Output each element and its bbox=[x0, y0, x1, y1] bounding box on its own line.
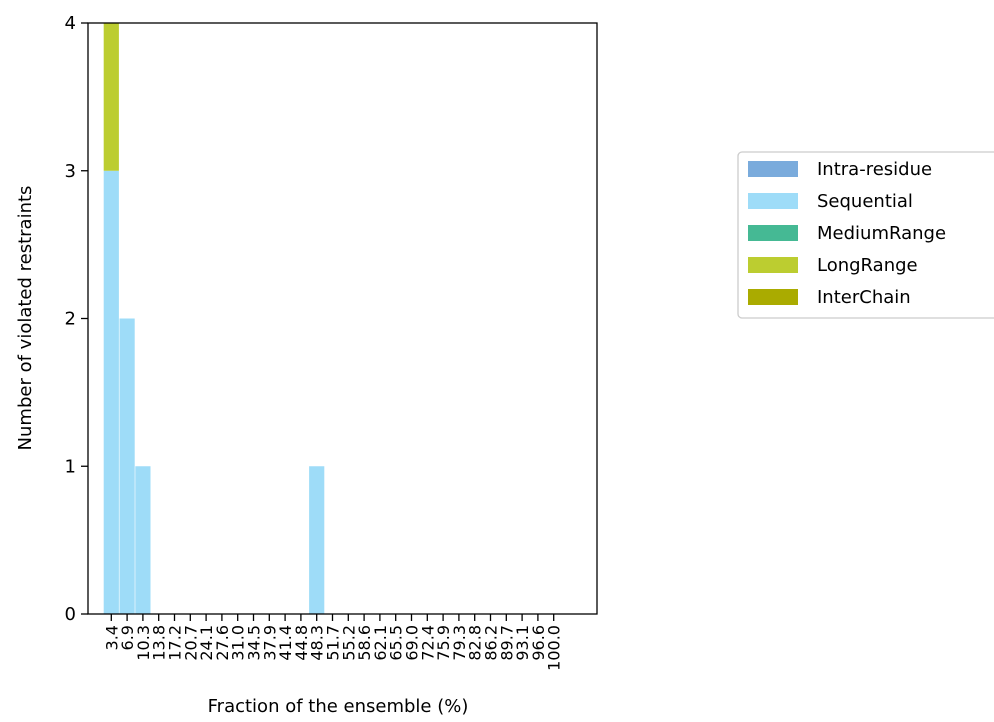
x-tick-label: 34.5 bbox=[245, 625, 264, 661]
x-tick-label: 6.9 bbox=[118, 625, 137, 650]
legend: Intra-residue Sequential MediumRange LongRa… bbox=[737, 151, 994, 319]
x-tick-label: 82.8 bbox=[466, 625, 485, 661]
x-tick-label: 65.5 bbox=[387, 625, 406, 661]
y-tick-label: 1 bbox=[65, 456, 76, 477]
x-tick-label: 51.7 bbox=[324, 625, 343, 661]
legend-frame bbox=[737, 151, 994, 319]
x-tick-label: 20.7 bbox=[181, 625, 200, 661]
x-tick-label: 44.8 bbox=[292, 625, 311, 661]
bar-3.4-s3 bbox=[103, 23, 119, 171]
plot-frame bbox=[87, 22, 598, 615]
legend-swatch bbox=[748, 193, 798, 209]
x-tick-label: 96.6 bbox=[529, 625, 548, 661]
x-tick-label: 86.2 bbox=[482, 625, 501, 661]
x-axis-ticks: 3.46.910.313.817.220.724.127.631.034.537… bbox=[102, 614, 564, 671]
legend-label: InterChain bbox=[817, 287, 911, 308]
bar-10.3-s1 bbox=[135, 466, 151, 614]
legend-label: LongRange bbox=[817, 255, 918, 276]
x-tick-label: 37.9 bbox=[260, 625, 279, 661]
x-tick-label: 10.3 bbox=[134, 625, 153, 661]
legend-swatch bbox=[748, 161, 798, 177]
x-tick-label: 55.2 bbox=[339, 625, 358, 661]
y-tick-label: 0 bbox=[65, 604, 76, 625]
bar-3.4-s1 bbox=[103, 170, 119, 614]
x-tick-label: 75.9 bbox=[434, 625, 453, 661]
legend-label: MediumRange bbox=[817, 223, 946, 244]
y-tick-label: 4 bbox=[65, 13, 76, 34]
bar-6.9-s1 bbox=[119, 318, 135, 614]
x-tick-label: 89.7 bbox=[497, 625, 516, 661]
x-tick-label: 58.6 bbox=[355, 625, 374, 661]
x-tick-label: 62.1 bbox=[371, 625, 390, 661]
bar-48.3-s1 bbox=[309, 466, 325, 614]
x-tick-label: 72.4 bbox=[418, 625, 437, 661]
x-tick-label: 79.3 bbox=[450, 625, 469, 661]
x-tick-label: 24.1 bbox=[197, 625, 216, 661]
x-tick-label: 100.0 bbox=[545, 625, 564, 671]
x-tick-label: 69.0 bbox=[403, 625, 422, 661]
y-tick-label: 3 bbox=[65, 161, 76, 182]
bars-layer bbox=[103, 23, 325, 614]
legend-label: Sequential bbox=[817, 191, 913, 212]
legend-label: Intra-residue bbox=[817, 159, 932, 180]
x-tick-label: 13.8 bbox=[150, 625, 169, 661]
x-tick-label: 41.4 bbox=[276, 625, 295, 661]
x-axis-label: Fraction of the ensemble (%) bbox=[208, 696, 469, 717]
y-axis-ticks: 0 1 2 3 4 bbox=[65, 13, 88, 625]
x-tick-label: 17.2 bbox=[166, 625, 185, 661]
y-tick-label: 2 bbox=[65, 309, 76, 330]
x-tick-label: 31.0 bbox=[229, 625, 248, 661]
legend-swatch bbox=[748, 289, 798, 305]
x-tick-label: 48.3 bbox=[308, 625, 327, 661]
legend-swatch bbox=[748, 257, 798, 273]
y-axis-label: Number of violated restraints bbox=[15, 186, 36, 451]
x-tick-label: 27.6 bbox=[213, 625, 232, 661]
x-tick-label: 3.4 bbox=[102, 625, 121, 650]
x-tick-label: 93.1 bbox=[513, 625, 532, 661]
legend-swatch bbox=[748, 225, 798, 241]
